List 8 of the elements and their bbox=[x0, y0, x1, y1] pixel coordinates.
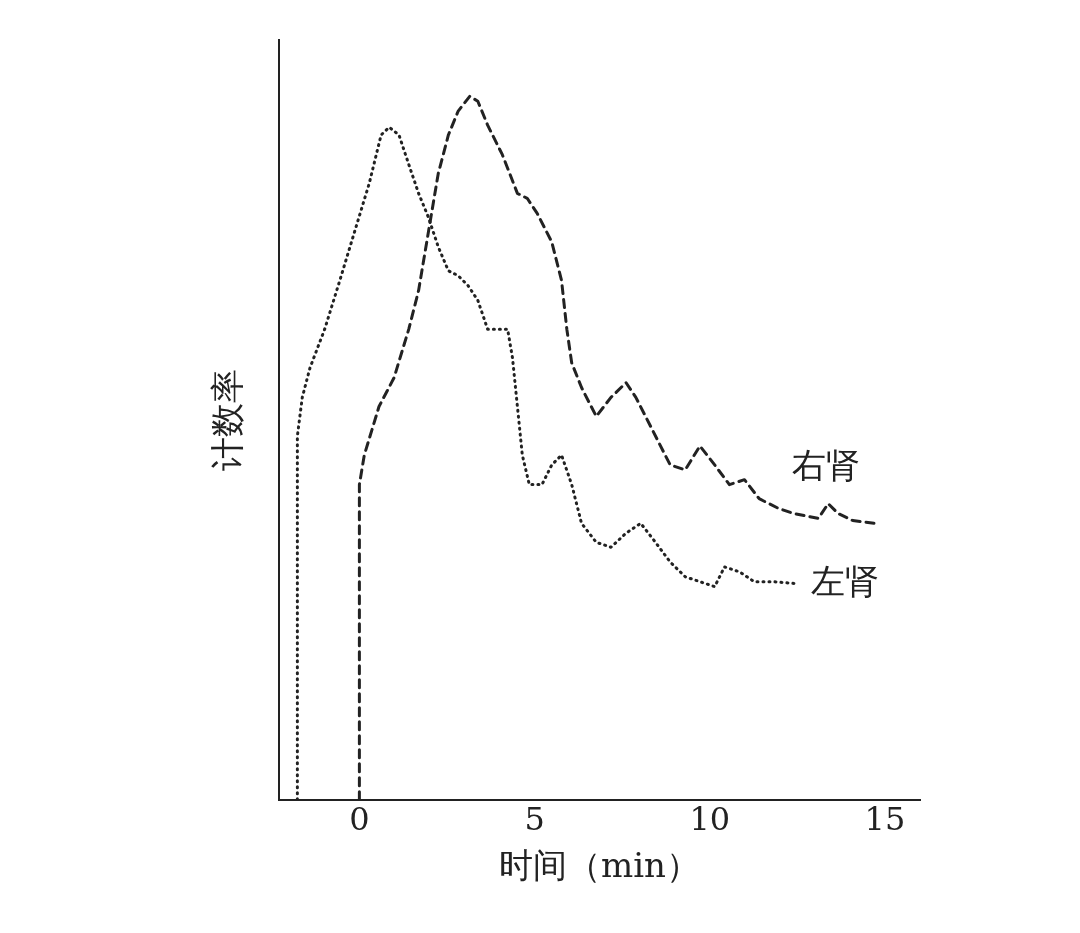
y-axis-title: 计数率 bbox=[207, 368, 248, 471]
series-label: 左肾 bbox=[810, 560, 879, 601]
x-tick-label: 15 bbox=[864, 800, 906, 839]
x-axis-title: 时间（min） bbox=[498, 845, 700, 886]
x-tick-label: 5 bbox=[524, 800, 545, 839]
series-label: 右肾 bbox=[792, 445, 860, 486]
x-tick-label: 0 bbox=[349, 800, 370, 839]
x-tick-label: 10 bbox=[689, 800, 731, 839]
